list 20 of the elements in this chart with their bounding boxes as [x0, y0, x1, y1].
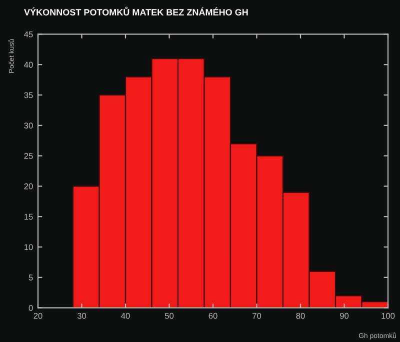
y-tick-label: 30: [24, 122, 33, 128]
x-tick-label: 100: [382, 312, 395, 319]
x-tick-label: 70: [252, 312, 262, 319]
y-tick-label: 45: [24, 31, 33, 38]
y-tick-label: 5: [28, 274, 33, 280]
x-tick-label: 80: [296, 312, 305, 319]
y-tick-label: 10: [24, 244, 33, 250]
y-tick-label: 15: [24, 214, 33, 220]
y-tick-label: 25: [24, 153, 33, 159]
y-tick-label: 40: [24, 62, 33, 68]
x-tick-label: 90: [340, 312, 349, 319]
x-tick-label: 40: [121, 312, 130, 319]
chart-title: VÝKONNOST POTOMKŮ MATEK BEZ ZNÁMÉHO GH: [24, 6, 248, 16]
y-tick-label: 35: [24, 92, 33, 98]
y-tick-label: 0: [28, 305, 33, 311]
x-tick-label: 60: [208, 312, 218, 319]
x-tick-label: 50: [164, 312, 174, 319]
x-tick-label: 30: [77, 312, 86, 319]
y-tick-label: 20: [24, 183, 33, 190]
x-tick-label: 20: [34, 312, 42, 319]
